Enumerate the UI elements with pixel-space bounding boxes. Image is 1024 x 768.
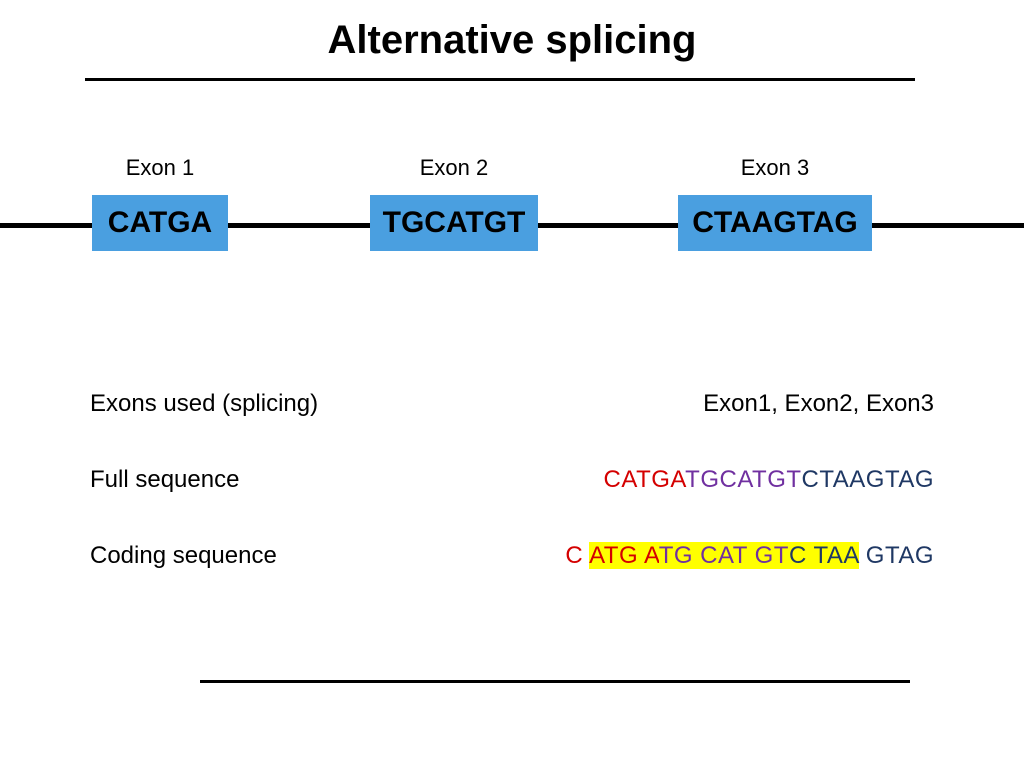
- gene-line-segment: [538, 223, 678, 228]
- exon-label: Exon 1: [92, 155, 228, 181]
- exon-sequence: CATGA: [108, 206, 212, 240]
- gene-line-segment: [228, 223, 370, 228]
- info-label: Coding sequence: [90, 542, 450, 570]
- sequence-segment: TGCATGT: [685, 466, 801, 493]
- info-row: Exons used (splicing)Exon1, Exon2, Exon3: [90, 390, 934, 418]
- info-label: Full sequence: [90, 466, 450, 494]
- gene-line-segment: [872, 223, 1024, 228]
- bottom-divider: [200, 680, 910, 683]
- sequence-segment: CATGA: [604, 466, 686, 493]
- exon-sequence: CTAAGTAG: [692, 206, 858, 240]
- info-value: C ATG ATG CAT GTC TAA GTAG: [450, 542, 934, 570]
- info-value: CATGATGCATGTCTAAGTAG: [450, 466, 934, 494]
- exon-label: Exon 2: [370, 155, 538, 181]
- info-row: Full sequenceCATGATGCATGTCTAAGTAG: [90, 466, 934, 494]
- sequence-segment: C TAA: [789, 542, 859, 569]
- exon-label: Exon 3: [678, 155, 872, 181]
- sequence-segment: TG CAT GT: [659, 542, 789, 569]
- gene-track: Exon 1CATGA Exon 2TGCATGT Exon 3CTAAGTAG: [0, 195, 1024, 255]
- sequence-segment: CTAAGTAG: [802, 466, 934, 493]
- exon-box: Exon 3CTAAGTAG: [678, 195, 872, 251]
- exon-box: Exon 2TGCATGT: [370, 195, 538, 251]
- sequence-segment: GTAG: [859, 542, 934, 569]
- page-title: Alternative splicing: [0, 18, 1024, 63]
- gene-line-segment: [0, 223, 92, 228]
- info-block: Exons used (splicing)Exon1, Exon2, Exon3…: [90, 390, 934, 618]
- exon-box: Exon 1CATGA: [92, 195, 228, 251]
- exon-sequence: TGCATGT: [383, 206, 526, 240]
- title-divider: [85, 78, 915, 81]
- info-row: Coding sequenceC ATG ATG CAT GTC TAA GTA…: [90, 542, 934, 570]
- info-label: Exons used (splicing): [90, 390, 450, 418]
- sequence-segment: C: [565, 542, 589, 569]
- sequence-segment: ATG A: [589, 542, 659, 569]
- info-value: Exon1, Exon2, Exon3: [450, 390, 934, 418]
